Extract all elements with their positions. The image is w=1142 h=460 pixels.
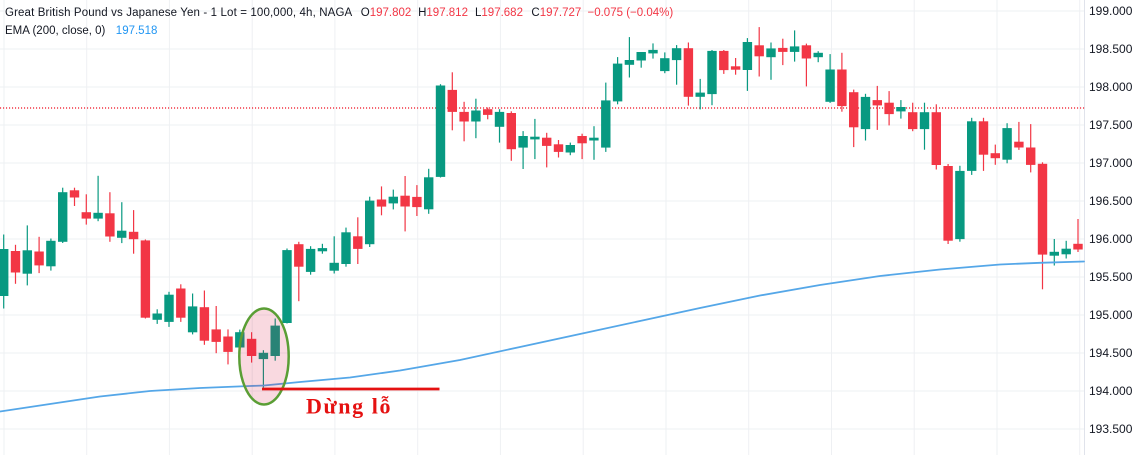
svg-text:195.500: 195.500 bbox=[1089, 270, 1133, 284]
svg-text:193.500: 193.500 bbox=[1089, 422, 1133, 436]
svg-text:196.500: 196.500 bbox=[1089, 194, 1133, 208]
svg-text:194.500: 194.500 bbox=[1089, 346, 1133, 360]
svg-text:L197.682: L197.682 bbox=[475, 7, 523, 19]
svg-text:199.000: 199.000 bbox=[1089, 4, 1133, 18]
svg-text:C197.727: C197.727 bbox=[531, 7, 581, 19]
svg-text:195.000: 195.000 bbox=[1089, 308, 1133, 322]
svg-text:194.000: 194.000 bbox=[1089, 384, 1133, 398]
svg-text:197.518: 197.518 bbox=[116, 25, 158, 37]
svg-text:O197.802: O197.802 bbox=[361, 7, 412, 19]
svg-text:196.000: 196.000 bbox=[1089, 232, 1133, 246]
svg-text:Dừng lỗ: Dừng lỗ bbox=[306, 394, 391, 419]
svg-text:197.000: 197.000 bbox=[1089, 156, 1133, 170]
svg-text:198.000: 198.000 bbox=[1089, 80, 1133, 94]
svg-text:197.500: 197.500 bbox=[1089, 118, 1133, 132]
svg-text:Great British Pound vs Japanes: Great British Pound vs Japanese Yen - 1 … bbox=[5, 7, 353, 19]
svg-text:EMA (200, close, 0): EMA (200, close, 0) bbox=[5, 25, 106, 37]
svg-text:H197.812: H197.812 bbox=[418, 7, 468, 19]
svg-text:−0.075 (−0.04%): −0.075 (−0.04%) bbox=[588, 7, 674, 19]
svg-text:198.500: 198.500 bbox=[1089, 42, 1133, 56]
